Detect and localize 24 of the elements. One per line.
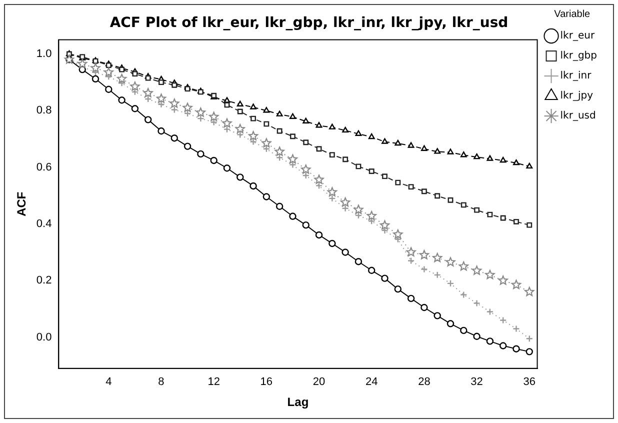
x-tick-label: 36: [523, 376, 536, 388]
legend-title: Variable: [554, 8, 591, 20]
y-tick-label: 0.2: [36, 274, 52, 287]
x-axis-title: Lag: [287, 395, 309, 410]
x-tick-label: 20: [312, 376, 326, 388]
y-axis-title: ACF: [14, 192, 29, 216]
legend-label: lkr_inr: [560, 70, 592, 82]
x-tick-label: 32: [470, 376, 483, 388]
legend-label: lkr_gbp: [560, 50, 598, 62]
y-tick-label: 1.0: [36, 48, 52, 60]
chart-title: ACF Plot of lkr_eur, lkr_gbp, lkr_inr, lkr_jpy, lkr_usd: [110, 15, 508, 32]
y-tick-label: 0.0: [36, 331, 52, 344]
x-tick-label: 4: [106, 376, 112, 388]
x-tick-label: 8: [158, 376, 164, 388]
y-tick-label: 0.6: [36, 161, 52, 174]
legend-label: lkr_usd: [560, 110, 596, 122]
y-tick-label: 0.8: [36, 104, 52, 117]
y-tick-label: 0.4: [36, 218, 52, 230]
legend-label: lkr_eur: [560, 30, 596, 42]
x-tick-label: 24: [365, 376, 378, 388]
x-tick-label: 12: [208, 376, 220, 388]
x-tick-label: 28: [418, 376, 430, 388]
legend-label: lkr_jpy: [560, 90, 594, 102]
x-tick-label: 16: [260, 376, 273, 388]
